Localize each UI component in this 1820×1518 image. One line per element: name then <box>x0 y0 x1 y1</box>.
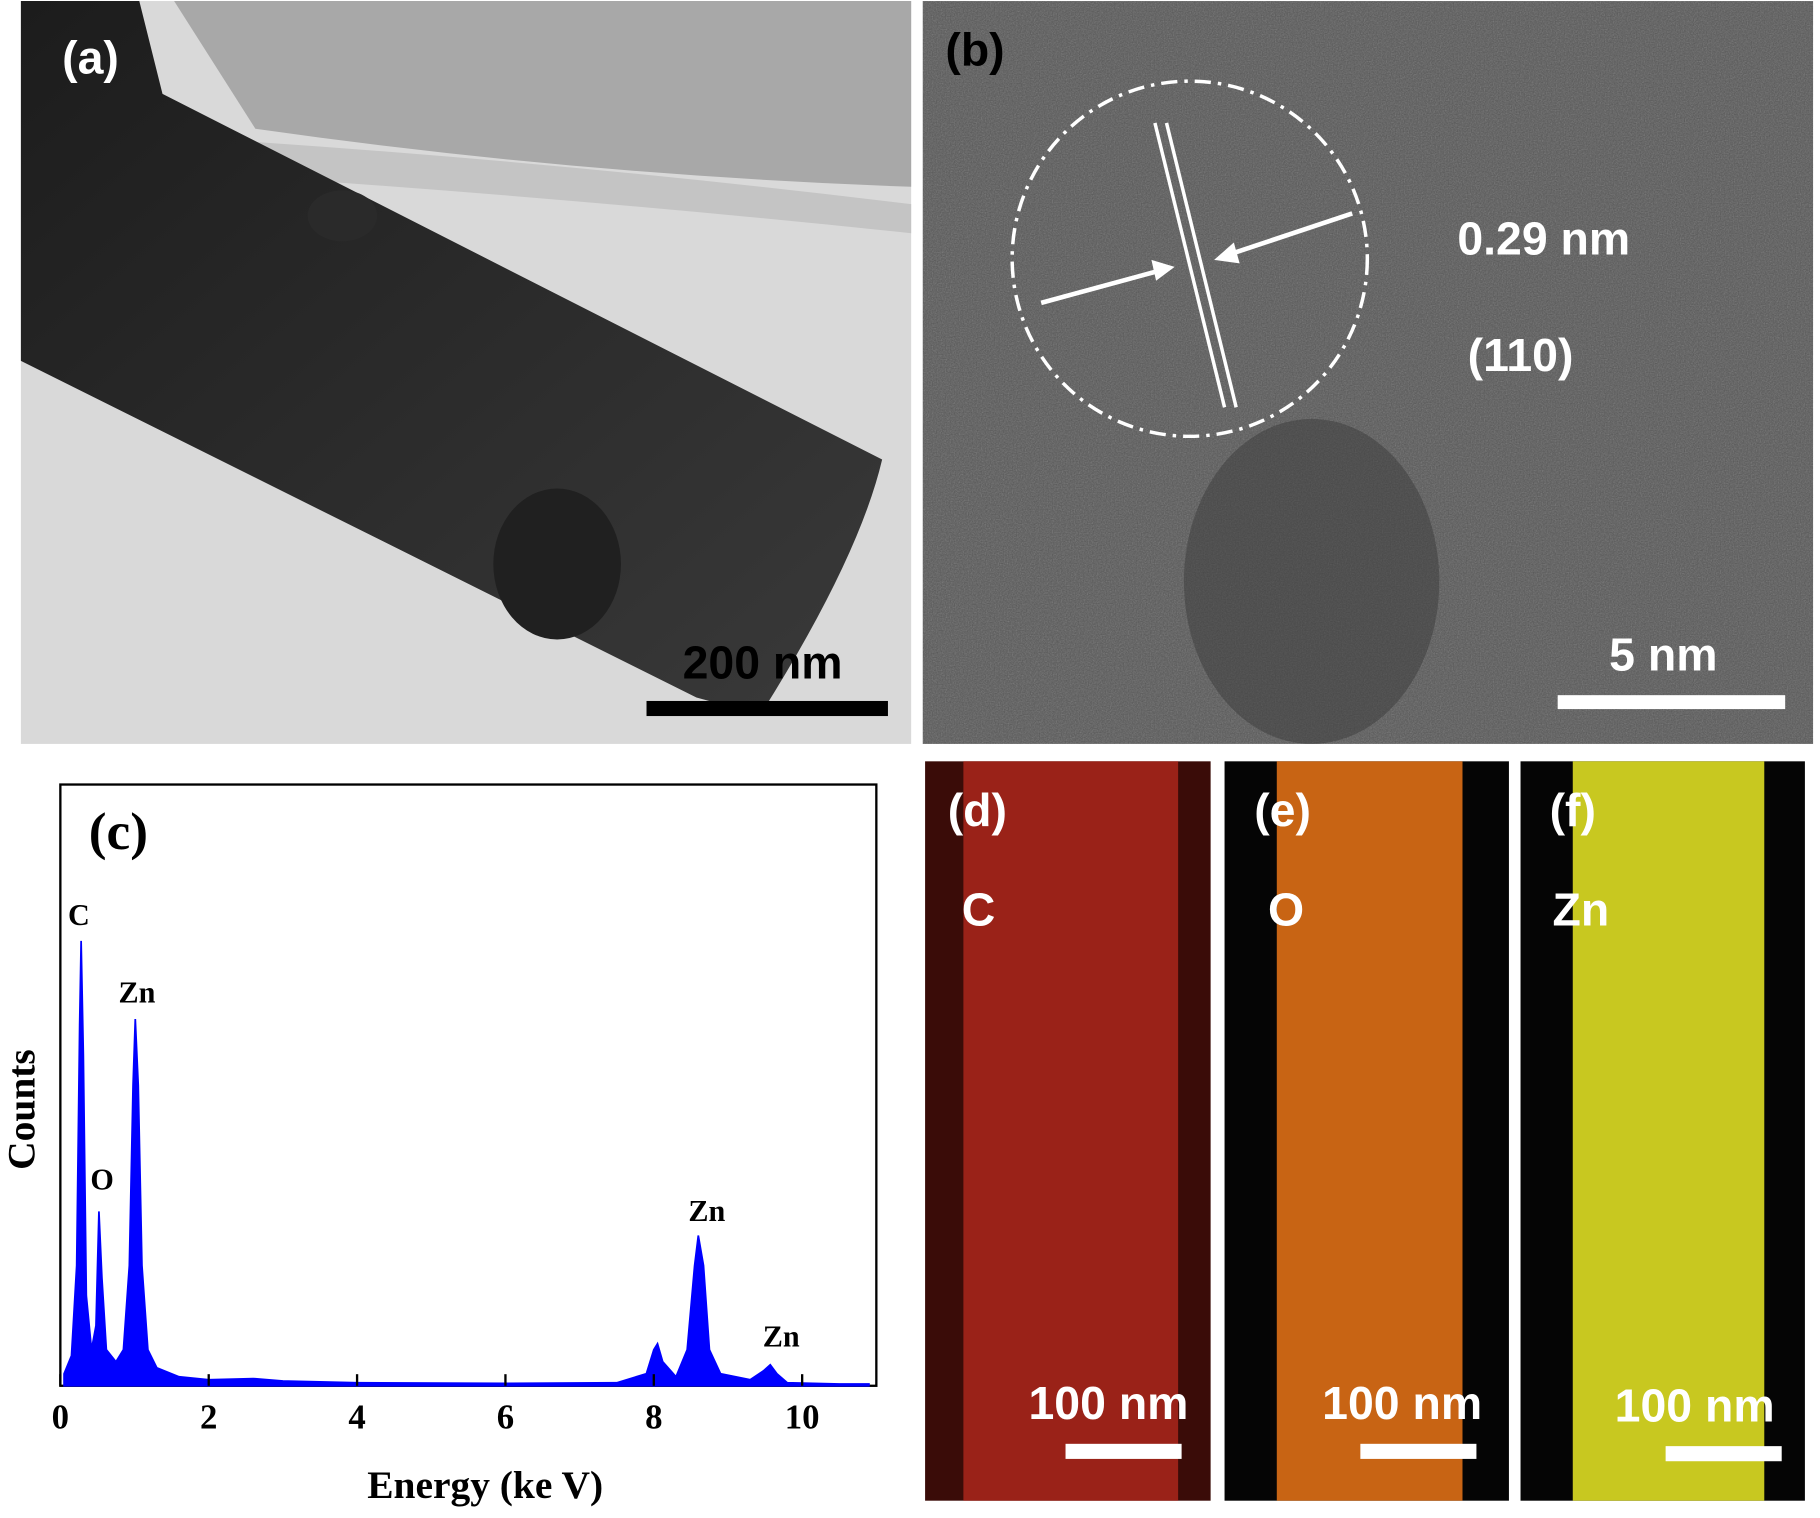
x-tick-label: 0 <box>52 1398 69 1437</box>
element-label: C <box>962 884 996 936</box>
x-tick-label: 4 <box>348 1398 365 1437</box>
x-tick-label: 6 <box>497 1398 514 1437</box>
grain-outline <box>1010 79 1370 439</box>
nanorod <box>20 1 883 715</box>
element-band <box>1276 761 1463 1501</box>
panel-label: (f) <box>1550 784 1596 836</box>
panel-label: (e) <box>1254 784 1311 836</box>
scale-bar-label: 200 nm <box>683 636 843 688</box>
peak-label: Zn <box>119 976 156 1010</box>
scale-bar-label: 100 nm <box>1029 1377 1189 1429</box>
element-band <box>1572 761 1765 1501</box>
panel-label: (b) <box>945 24 1004 76</box>
scale-bar-label: 100 nm <box>1615 1379 1775 1431</box>
element-label: O <box>1268 884 1304 936</box>
x-tick-label: 10 <box>785 1398 820 1437</box>
panel-e: (e) O 100 nm <box>1224 761 1509 1501</box>
x-axis-label: Energy (ke V) <box>367 1463 603 1507</box>
scale-bar <box>1065 1443 1182 1459</box>
x-tick-label: 8 <box>645 1398 662 1437</box>
panel-label: (a) <box>62 32 119 84</box>
y-axis-label: Counts <box>0 1049 44 1170</box>
particle <box>307 190 378 242</box>
film-edge <box>232 140 912 234</box>
peak-label: O <box>90 1163 113 1197</box>
arrowhead <box>1151 259 1175 281</box>
panel-label: (d) <box>948 784 1007 836</box>
x-tick-label: 2 <box>200 1398 217 1437</box>
scale-bar <box>1665 1446 1782 1462</box>
scale-bar <box>1557 695 1786 710</box>
plane-label: (110) <box>1468 329 1574 381</box>
dark-region <box>1183 418 1440 744</box>
panel-a: (a) 200 nm <box>20 1 912 744</box>
arrowhead <box>1214 242 1240 264</box>
panel-label: (c) <box>89 801 148 861</box>
particle <box>493 488 621 640</box>
scale-bar <box>1360 1443 1477 1459</box>
scale-bar-label: 100 nm <box>1322 1377 1482 1429</box>
peak-label: C <box>68 898 90 932</box>
lattice-line <box>1153 122 1227 408</box>
plot-frame <box>59 783 878 1387</box>
panel-d: (d) C 100 nm <box>925 761 1211 1501</box>
panel-b: (b) 0.29 nm (110) 5 nm <box>922 1 1814 744</box>
panel-c: (c) Energy (ke V) Counts C O Zn Zn Zn 0 2… <box>0 783 878 1507</box>
scale-bar-label: 5 nm <box>1609 628 1717 680</box>
element-band <box>963 761 1179 1501</box>
spectrum-area <box>63 940 870 1387</box>
element-label: Zn <box>1553 884 1610 936</box>
arrow <box>1040 268 1162 306</box>
d-spacing-label: 0.29 nm <box>1457 213 1630 265</box>
film-edge <box>174 1 912 187</box>
peak-label: Zn <box>688 1194 725 1228</box>
panel-f: (f) Zn 100 nm <box>1520 761 1805 1501</box>
arrow <box>1229 211 1353 257</box>
peak-label: Zn <box>763 1319 800 1353</box>
scale-bar <box>646 700 888 717</box>
lattice-line <box>1164 122 1238 408</box>
